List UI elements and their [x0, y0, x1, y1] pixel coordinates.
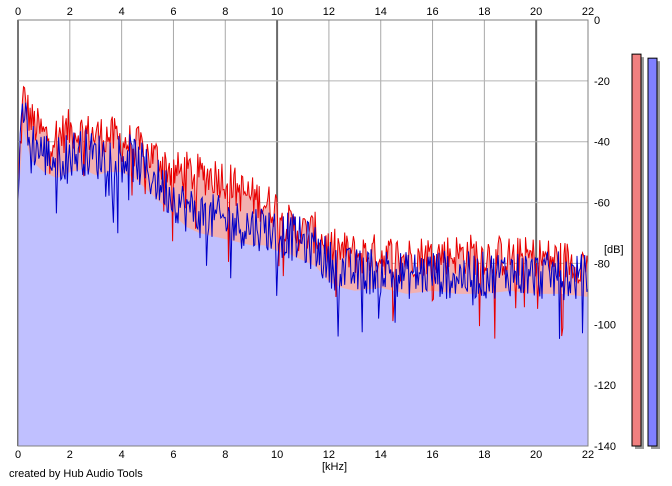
x-tick-label-bottom: 20 [530, 449, 542, 461]
x-tick-label-top: 4 [119, 6, 125, 18]
x-tick-label-top: 6 [170, 6, 176, 18]
x-tick-label-bottom: 0 [15, 449, 21, 461]
y-tick-label: -80 [594, 258, 610, 270]
x-tick-label-bottom: 6 [170, 449, 176, 461]
y-tick-label: -140 [594, 441, 616, 453]
x-tick-label-top: 22 [582, 6, 594, 18]
y-tick-label: -40 [594, 137, 610, 149]
x-tick-label-top: 12 [323, 6, 335, 18]
x-tick-label-bottom: 2 [67, 449, 73, 461]
x-tick-label-top: 16 [426, 6, 438, 18]
red-level-meter [631, 53, 642, 447]
x-tick-label-top: 18 [478, 6, 490, 18]
x-tick-label-top: 14 [375, 6, 387, 18]
x-tick-label-top: 20 [530, 6, 542, 18]
y-axis-label: [dB] [604, 244, 624, 256]
x-tick-label-top: 2 [67, 6, 73, 18]
x-tick-label-bottom: 12 [323, 449, 335, 461]
x-tick-label-bottom: 4 [119, 449, 125, 461]
blue-series-line [17, 102, 589, 339]
axes: 002244668810101212141416161818202022220-… [15, 6, 616, 461]
credit-text: created by Hub Audio Tools [9, 468, 143, 480]
plot-frame [17, 19, 589, 447]
y-tick-label: -100 [594, 319, 616, 331]
x-tick-label-bottom: 18 [478, 449, 490, 461]
x-tick-label-bottom: 22 [582, 449, 594, 461]
x-tick-label-top: 8 [222, 6, 228, 18]
y-tick-label: 0 [594, 15, 600, 27]
x-tick-label-bottom: 10 [271, 449, 283, 461]
x-tick-label-bottom: 8 [222, 449, 228, 461]
x-axis-label: [kHz] [322, 461, 348, 473]
x-tick-label-bottom: 14 [375, 449, 387, 461]
y-tick-label: -20 [594, 76, 610, 88]
x-tick-label-top: 10 [271, 6, 283, 18]
blue-level-meter [647, 57, 658, 447]
y-tick-label: -60 [594, 198, 610, 210]
level-meters [631, 53, 660, 450]
series-layer [17, 85, 589, 447]
blue-area-fill [18, 129, 588, 446]
x-tick-label-top: 0 [15, 6, 21, 18]
x-tick-label-bottom: 16 [426, 449, 438, 461]
y-tick-label: -120 [594, 380, 616, 392]
